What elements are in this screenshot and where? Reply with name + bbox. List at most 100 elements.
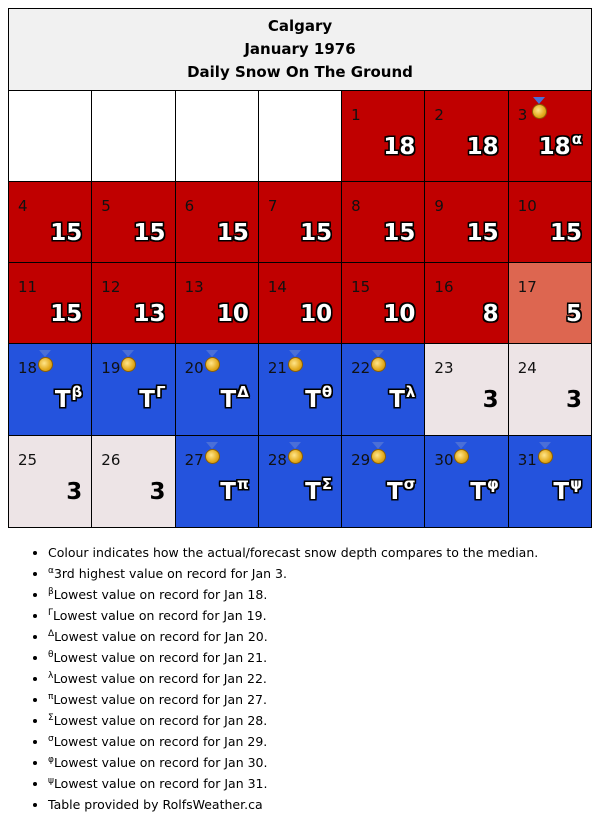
- footnote-text: Lowest value on record for Jan 31.: [53, 776, 268, 791]
- footnote-marker: φ: [48, 755, 54, 765]
- day-number: 28: [267, 451, 287, 469]
- day-number: 8: [351, 197, 361, 215]
- snow-depth-value: Tλ: [389, 383, 416, 413]
- medal-icon: [536, 442, 553, 464]
- snow-depth-value: 18α: [538, 130, 582, 160]
- footnote-text: 3rd highest value on record for Jan 3.: [53, 566, 287, 581]
- footnote-item: Table provided by RolfsWeather.ca: [48, 794, 592, 815]
- snow-depth-value: TΣ: [305, 475, 333, 505]
- day-cell-17: 17 5: [507, 262, 593, 344]
- day-number: 11: [18, 278, 38, 296]
- day-number: 26: [101, 451, 121, 469]
- day-number: 21: [267, 359, 287, 377]
- day-number: 7: [267, 197, 278, 215]
- record-marker: β: [71, 383, 83, 401]
- snow-depth-value: 15: [50, 301, 83, 327]
- medal-icon: [530, 97, 547, 119]
- footnote-marker: Σ: [48, 713, 54, 723]
- day-cell-13: 13 10: [174, 262, 259, 344]
- day-number: 5: [101, 197, 111, 215]
- day-number: 19: [101, 359, 121, 377]
- day-number: 4: [18, 197, 28, 215]
- snow-depth-value: Tθ: [305, 383, 333, 413]
- record-marker: α: [571, 130, 582, 148]
- snow-calendar-table: Calgary January 1976 Daily Snow On The G…: [7, 8, 593, 528]
- day-cell-8: 8 15: [341, 181, 426, 263]
- day-number: 24: [517, 359, 537, 377]
- medal-icon: [286, 350, 303, 372]
- empty-day-cell: [174, 90, 259, 182]
- day-cell-10: 10 15: [507, 181, 593, 263]
- record-marker: θ: [321, 383, 333, 401]
- snow-depth-value: 10: [216, 301, 249, 327]
- day-number: 20: [184, 359, 204, 377]
- footnotes-list: Colour indicates how the actual/forecast…: [8, 542, 592, 815]
- footnote-item: βLowest value on record for Jan 18.: [48, 584, 592, 605]
- record-marker: φ: [486, 475, 499, 493]
- day-cell-28: 28 TΣ: [257, 435, 343, 528]
- footnote-text: Lowest value on record for Jan 20.: [54, 629, 268, 644]
- footnote-text: Lowest value on record for Jan 18.: [53, 587, 268, 602]
- month-title: January 1976: [244, 40, 356, 58]
- snow-depth-value: 15: [133, 220, 166, 246]
- metric-title: Daily Snow On The Ground: [187, 63, 413, 81]
- city-title: Calgary: [267, 17, 333, 35]
- snow-depth-value: TΔ: [220, 383, 249, 413]
- footnote-marker: θ: [48, 650, 54, 660]
- snow-depth-value: 15: [50, 220, 83, 246]
- footnote-text: Lowest value on record for Jan 27.: [53, 692, 267, 707]
- snow-depth-value: Tπ: [220, 475, 249, 505]
- day-cell-24: 24 3: [507, 343, 593, 436]
- footnote-marker: λ: [48, 671, 54, 681]
- footnote-item: θLowest value on record for Jan 21.: [48, 647, 592, 668]
- record-marker: λ: [405, 383, 416, 401]
- record-marker: Σ: [321, 475, 333, 493]
- footnote-item: ΓLowest value on record for Jan 19.: [48, 605, 592, 626]
- day-cell-1: 1 18: [341, 90, 426, 182]
- footnote-item: ΣLowest value on record for Jan 28.: [48, 710, 592, 731]
- calendar-header: Calgary January 1976 Daily Snow On The G…: [8, 8, 592, 91]
- week-row: 11 15 12 13 13 10 14 10 15 10 16 8 17 5: [7, 262, 593, 344]
- footnote-text: Lowest value on record for Jan 29.: [53, 734, 268, 749]
- day-cell-11: 11 15: [7, 262, 93, 344]
- day-number: 9: [434, 197, 444, 215]
- footnote-marker: σ: [48, 734, 54, 744]
- day-cell-27: 27 Tπ: [174, 435, 259, 528]
- snow-depth-value: Tβ: [54, 383, 83, 413]
- footnote-text: Lowest value on record for Jan 22.: [53, 671, 267, 686]
- day-cell-16: 16 8: [424, 262, 509, 344]
- footnote-item: φLowest value on record for Jan 30.: [48, 752, 592, 773]
- footnote-item: ΔLowest value on record for Jan 20.: [48, 626, 592, 647]
- day-cell-5: 5 15: [91, 181, 176, 263]
- snow-depth-value: 18: [466, 134, 499, 160]
- footnote-item: πLowest value on record for Jan 27.: [48, 689, 592, 710]
- day-cell-25: 25 3: [7, 435, 93, 528]
- week-row: 1 18 2 18 3 18α: [7, 90, 593, 182]
- day-cell-6: 6 15: [174, 181, 259, 263]
- footnote-marker: α: [48, 566, 54, 576]
- day-cell-19: 19 TΓ: [91, 343, 176, 436]
- snow-depth-value: Tψ: [553, 475, 582, 505]
- day-number: 31: [517, 451, 537, 469]
- snow-depth-value: 3: [565, 387, 582, 413]
- footnote-text: Lowest value on record for Jan 28.: [53, 713, 268, 728]
- day-cell-12: 12 13: [91, 262, 176, 344]
- medal-icon: [119, 350, 137, 372]
- day-cell-3: 3 18α: [507, 90, 593, 182]
- day-cell-7: 7 15: [257, 181, 343, 263]
- snow-depth-value: 13: [133, 301, 166, 327]
- medal-icon: [36, 350, 53, 372]
- footnote-item: λLowest value on record for Jan 22.: [48, 668, 592, 689]
- calendar-header-row: Calgary January 1976 Daily Snow On The G…: [8, 8, 592, 91]
- day-cell-23: 23 3: [424, 343, 509, 436]
- medal-icon: [369, 442, 387, 464]
- day-number: 15: [351, 278, 371, 296]
- day-cell-21: 21 Tθ: [257, 343, 343, 436]
- day-cell-22: 22 Tλ: [341, 343, 426, 436]
- day-number: 10: [517, 197, 537, 215]
- day-cell-14: 14 10: [257, 262, 343, 344]
- snow-depth-value: TΓ: [139, 383, 166, 413]
- day-number: 27: [184, 451, 204, 469]
- footnote-item: α3rd highest value on record for Jan 3.: [48, 563, 592, 584]
- medal-icon: [369, 350, 387, 372]
